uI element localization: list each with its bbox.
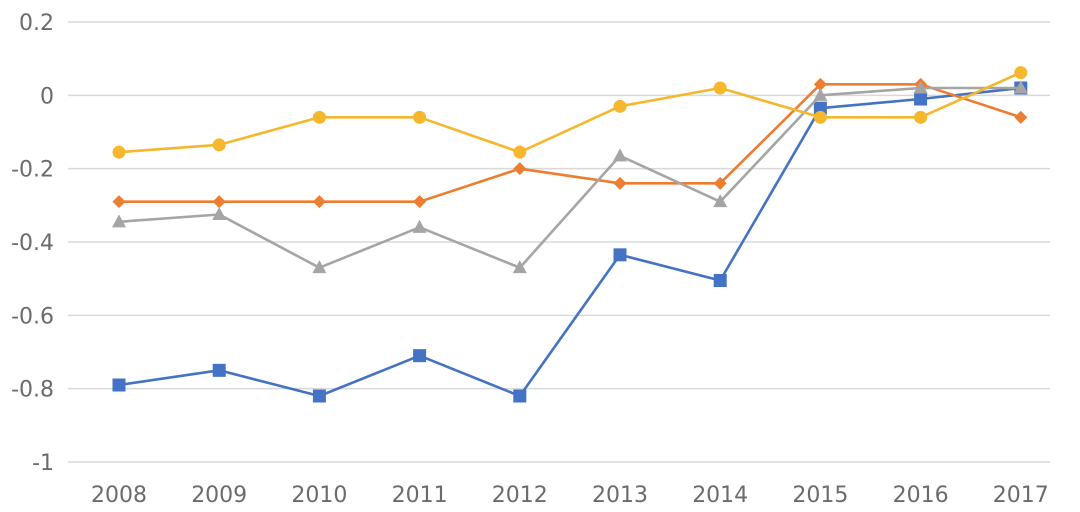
- data-point-diamond: [513, 162, 527, 176]
- y-tick-label: -1: [32, 451, 54, 476]
- data-point-square: [112, 378, 126, 392]
- data-point-circle: [513, 145, 527, 159]
- x-tick-label: 2013: [592, 483, 648, 508]
- data-point-triangle: [913, 80, 928, 94]
- data-point-diamond: [813, 77, 827, 91]
- data-point-triangle: [713, 194, 728, 208]
- data-point-triangle: [512, 260, 527, 274]
- data-point-circle: [613, 99, 627, 113]
- data-point-triangle: [813, 87, 828, 101]
- series-line: [117, 71, 1023, 154]
- data-point-square: [813, 101, 827, 115]
- x-axis-tick-labels: 2008 2009 2010 2011 2012 2013 2014 2015 2016 2017: [91, 483, 1049, 508]
- data-point-circle: [112, 145, 126, 159]
- data-point-circle: [1014, 66, 1028, 80]
- data-point-square: [212, 363, 226, 377]
- x-tick-label: 2017: [993, 483, 1049, 508]
- data-point-diamond: [312, 195, 326, 209]
- y-axis-tick-labels: 0.2 0 -0.2 -0.4 -0.6 -0.8 -1: [11, 11, 54, 476]
- series-group: [112, 66, 1028, 403]
- x-tick-label: 2009: [191, 483, 247, 508]
- data-point-diamond: [613, 176, 627, 190]
- y-tick-label: 0: [40, 84, 54, 109]
- gridlines: [68, 21, 1050, 463]
- series-line: [117, 86, 1023, 270]
- y-tick-label: -0.8: [11, 378, 54, 403]
- data-point-square: [713, 274, 727, 287]
- data-point-square: [613, 248, 627, 262]
- data-point-triangle: [312, 260, 327, 274]
- x-tick-label: 2011: [392, 483, 448, 508]
- data-point-square: [413, 349, 427, 363]
- x-tick-label: 2015: [792, 483, 848, 508]
- data-point-circle: [212, 138, 226, 152]
- data-point-circle: [713, 81, 727, 95]
- data-point-diamond: [212, 195, 226, 209]
- x-tick-label: 2008: [91, 483, 147, 508]
- data-point-circle: [413, 110, 427, 124]
- y-tick-label: -0.6: [11, 304, 54, 329]
- x-tick-label: 2014: [692, 483, 748, 508]
- x-tick-label: 2012: [492, 483, 548, 508]
- data-point-triangle: [613, 148, 627, 162]
- data-point-triangle: [112, 214, 126, 228]
- y-tick-label: 0.2: [19, 11, 54, 36]
- data-point-triangle: [1013, 80, 1028, 94]
- data-point-triangle: [412, 219, 427, 233]
- y-tick-label: -0.4: [11, 231, 54, 256]
- data-point-circle: [914, 110, 928, 124]
- data-point-diamond: [413, 195, 427, 209]
- data-point-diamond: [713, 176, 727, 190]
- data-point-triangle: [212, 207, 227, 220]
- x-tick-label: 2010: [291, 483, 347, 508]
- data-point-diamond: [1014, 110, 1028, 124]
- series-diamond: [112, 77, 1028, 209]
- data-point-square: [513, 389, 527, 403]
- series-circle: [112, 66, 1028, 159]
- data-point-square: [312, 389, 326, 403]
- data-point-diamond: [112, 195, 126, 209]
- series-line: [117, 86, 1023, 398]
- data-point-circle: [312, 110, 326, 124]
- series-line: [117, 83, 1023, 203]
- y-tick-label: -0.2: [11, 158, 54, 183]
- data-point-square: [914, 92, 928, 106]
- x-tick-label: 2016: [893, 483, 949, 508]
- series-triangle: [112, 80, 1028, 274]
- data-point-circle: [813, 110, 827, 124]
